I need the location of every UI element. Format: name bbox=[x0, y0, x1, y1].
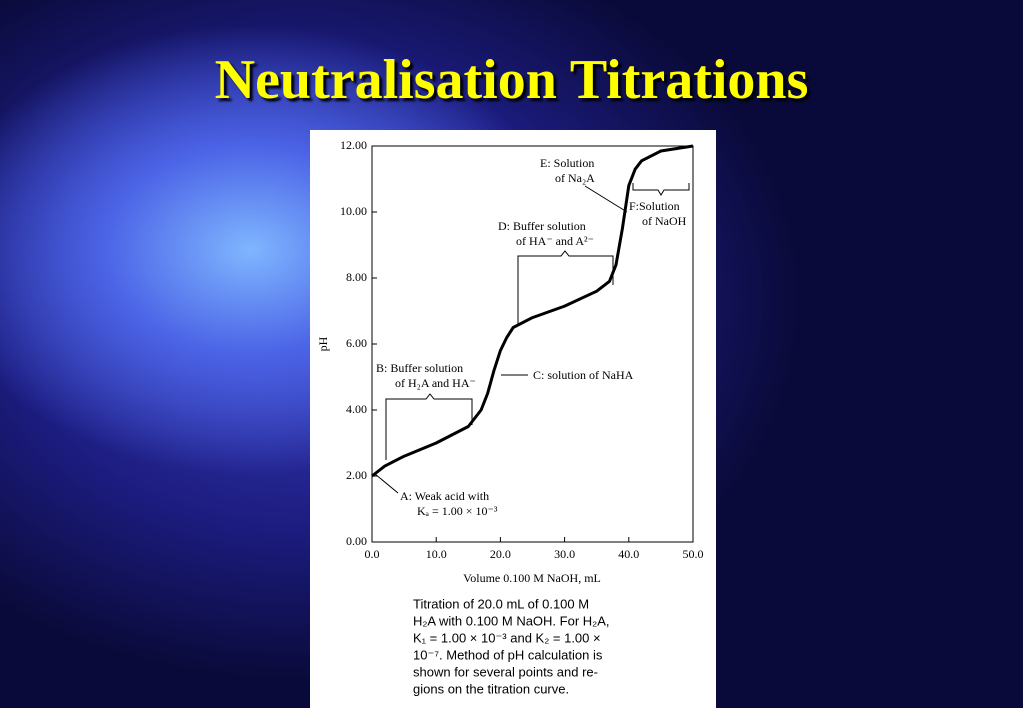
y-axis-label: pH bbox=[316, 336, 330, 351]
y-tick-label: 10.00 bbox=[340, 204, 367, 218]
x-tick-label: 10.0 bbox=[426, 547, 447, 561]
annotation: Kₐ = 1.00 × 10⁻³ bbox=[417, 504, 498, 518]
x-tick-label: 50.0 bbox=[683, 547, 704, 561]
annotation: F:Solution bbox=[629, 199, 680, 213]
curve bbox=[371, 144, 694, 478]
annotation: D: Buffer solution bbox=[498, 219, 586, 233]
y-tick-label: 0.00 bbox=[346, 534, 367, 548]
x-tick-label: 0.0 bbox=[365, 547, 380, 561]
caption-line: shown for several points and re- bbox=[413, 664, 598, 679]
arrow bbox=[584, 185, 628, 213]
annotation-marks bbox=[374, 183, 690, 494]
figure-panel bbox=[310, 130, 716, 708]
arrow bbox=[374, 473, 399, 494]
annotation: E: Solution bbox=[540, 156, 594, 170]
annotation: B: Buffer solution bbox=[376, 361, 463, 375]
y-tick-label: 6.00 bbox=[346, 336, 367, 350]
bracket bbox=[385, 393, 473, 460]
x-tick-label: 30.0 bbox=[554, 547, 575, 561]
x-tick-label: 40.0 bbox=[618, 547, 639, 561]
caption-line: K₁ = 1.00 × 10⁻³ and K₂ = 1.00 × bbox=[413, 630, 601, 645]
caption-line: H₂A with 0.100 M NaOH. For H₂A, bbox=[413, 613, 610, 628]
annotation: A: Weak acid with bbox=[400, 489, 489, 503]
caption-line: gions on the titration curve. bbox=[413, 681, 569, 696]
annotation: of Na₂A bbox=[555, 171, 595, 185]
bracket bbox=[632, 183, 690, 196]
x-axis-label: Volume 0.100 M NaOH, mL bbox=[463, 571, 601, 585]
bracket bbox=[517, 250, 614, 325]
caption-line: 10⁻⁷. Method of pH calculation is bbox=[413, 647, 603, 662]
annotation: of H₂A and HA⁻ bbox=[395, 376, 476, 390]
annotation: of NaOH bbox=[642, 214, 687, 228]
y-tick-label: 2.00 bbox=[346, 468, 367, 482]
annotation: C: solution of NaHA bbox=[533, 368, 634, 382]
x-tick-label: 20.0 bbox=[490, 547, 511, 561]
y-tick-label: 4.00 bbox=[346, 402, 367, 416]
annotation: of HA⁻ and A²⁻ bbox=[516, 234, 594, 248]
caption-line: Titration of 20.0 mL of 0.100 M bbox=[413, 596, 589, 611]
y-tick-label: 8.00 bbox=[346, 270, 367, 284]
y-tick-label: 12.00 bbox=[340, 138, 367, 152]
slide-title: Neutralisation Titrations bbox=[214, 49, 809, 111]
